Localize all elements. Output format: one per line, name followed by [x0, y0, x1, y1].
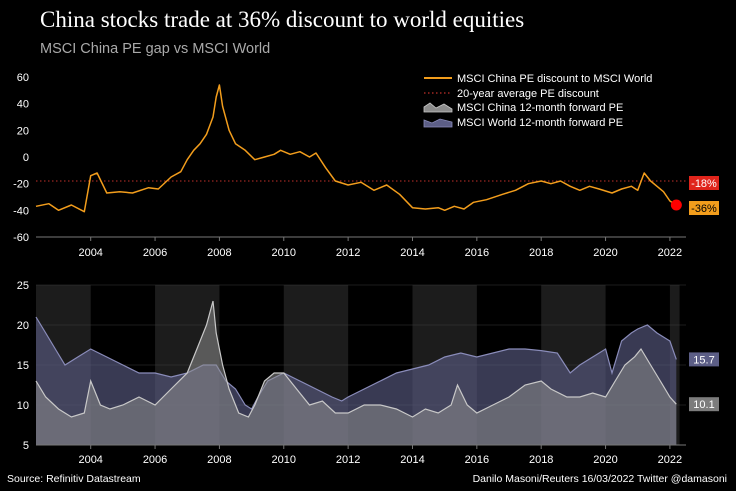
label-latest-discount-text: -36% — [691, 203, 717, 215]
x-tick-label-top: 2010 — [272, 247, 296, 259]
y-tick-label-top: -20 — [13, 179, 29, 191]
x-tick-label-bottom: 2022 — [658, 454, 682, 466]
credit-note: Danilo Masoni/Reuters 16/03/2022 Twitter… — [472, 473, 727, 485]
x-tick-label-top: 2020 — [593, 247, 617, 259]
x-tick-label-top: 2018 — [529, 247, 553, 259]
x-tick-label-top: 2012 — [336, 247, 360, 259]
axes: 60 40 20 0 -20 -40 -60 25 20 15 10 5 2004 2006 2008 201… — [13, 72, 686, 466]
x-tick-label-top: 2008 — [207, 247, 231, 259]
legend-label: 20-year average PE discount — [457, 88, 599, 100]
y-tick-label-bottom: 5 — [23, 440, 29, 452]
legend-label: MSCI China PE discount to MSCI World — [457, 73, 652, 85]
legend-label: MSCI World 12-month forward PE — [457, 117, 623, 129]
x-tick-label-bottom: 2010 — [272, 454, 296, 466]
discount-lines — [35, 84, 686, 213]
x-tick-label-bottom: 2004 — [78, 454, 102, 466]
x-tick-label-top: 2022 — [658, 247, 682, 259]
x-tick-label-bottom: 2016 — [465, 454, 489, 466]
line-msci-china — [35, 300, 677, 418]
x-tick-label-top: 2016 — [465, 247, 489, 259]
x-tick-label-bottom: 2008 — [207, 454, 231, 466]
legend-swatch-world-pe — [423, 118, 453, 128]
line-msci-world — [35, 316, 677, 410]
label-world-pe-box — [689, 352, 719, 367]
y-tick-label-bottom: 10 — [17, 400, 29, 412]
label-average-text: -18% — [691, 178, 717, 190]
legend: MSCI China PE discount to MSCI World 20-y… — [423, 73, 652, 129]
y-tick-label-top: 60 — [17, 72, 29, 84]
x-tick-label-bottom: 2006 — [143, 454, 167, 466]
legend-swatch-china-pe — [423, 102, 453, 113]
end-labels: -18% -36% 15.7 10.1 — [689, 176, 719, 412]
line-pe-discount — [35, 84, 677, 213]
x-tick-label-top: 2006 — [143, 247, 167, 259]
y-tick-label-bottom: 15 — [17, 360, 29, 372]
y-tick-label-bottom: 20 — [17, 320, 29, 332]
chart-title: China stocks trade at 36% discount to wo… — [40, 7, 525, 32]
y-tick-label-bottom: 25 — [17, 280, 29, 292]
label-latest-discount-box — [689, 201, 719, 215]
pe-areas — [35, 300, 677, 445]
x-tick-label-bottom: 2014 — [400, 454, 424, 466]
latest-value-marker — [670, 199, 682, 211]
x-tick-label-bottom: 2018 — [529, 454, 553, 466]
y-tick-label-top: 20 — [17, 125, 29, 137]
x-tick-label-bottom: 2020 — [593, 454, 617, 466]
x-tick-label-top: 2014 — [400, 247, 424, 259]
label-china-pe-box — [689, 397, 719, 412]
x-tick-label-top: 2004 — [78, 247, 102, 259]
label-china-pe-text: 10.1 — [693, 399, 714, 411]
legend-label: MSCI China 12-month forward PE — [457, 102, 623, 114]
y-tick-label-top: -60 — [13, 232, 29, 244]
label-world-pe-text: 15.7 — [693, 354, 714, 366]
source-note: Source: Refinitiv Datastream — [7, 473, 141, 485]
x-tick-label-bottom: 2012 — [336, 454, 360, 466]
area-msci-china — [36, 301, 677, 445]
y-tick-label-top: -40 — [13, 205, 29, 217]
y-tick-label-top: 0 — [23, 152, 29, 164]
y-tick-label-top: 40 — [17, 99, 29, 111]
chart-subtitle: MSCI China PE gap vs MSCI World — [40, 41, 271, 57]
label-average-box — [689, 176, 719, 190]
